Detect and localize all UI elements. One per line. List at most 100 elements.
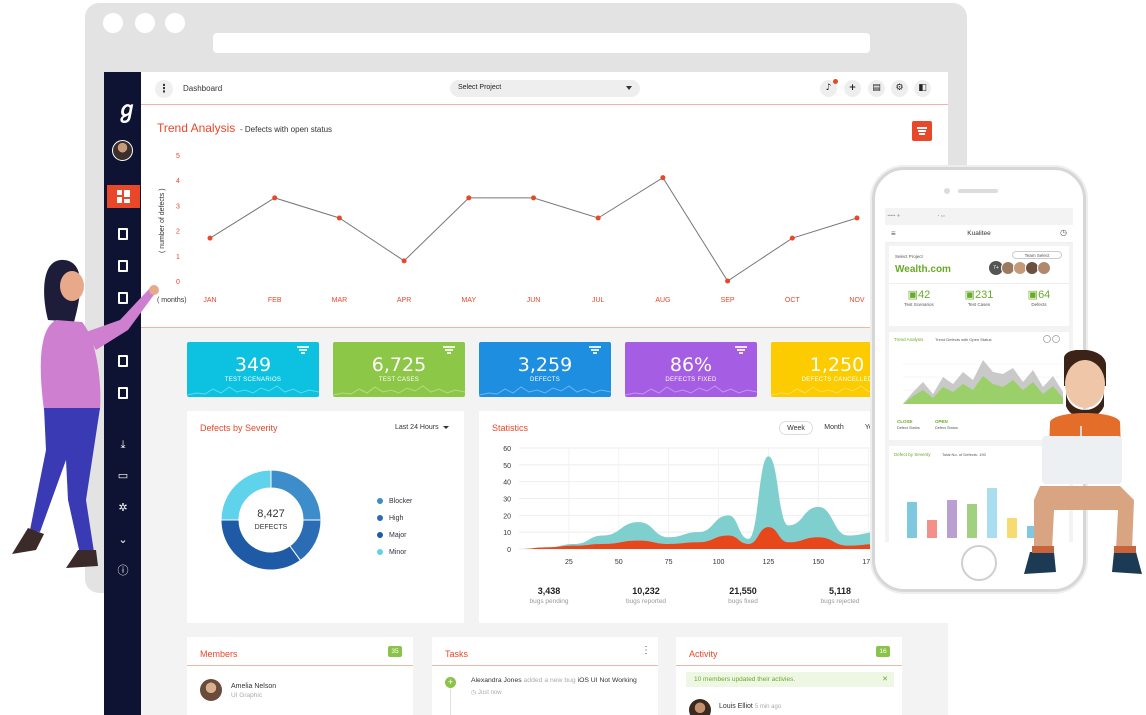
y-tick-label: 50	[503, 463, 511, 470]
stat-value: 349	[234, 354, 272, 376]
trend-point[interactable]	[854, 215, 860, 221]
legend-item[interactable]: Minor	[377, 549, 407, 556]
y-tick-label: 40	[503, 480, 511, 487]
add-task-icon[interactable]: +	[445, 677, 456, 688]
stat-label: DEFECTS	[529, 377, 561, 383]
trend-point[interactable]	[272, 195, 278, 201]
trend-point[interactable]	[336, 215, 342, 221]
window-dot	[135, 13, 155, 33]
chevron-down-icon	[626, 86, 632, 90]
area-series	[519, 527, 948, 549]
filter-button[interactable]	[912, 121, 932, 141]
activity-notice: 10 members updated their activies. ✕	[686, 672, 894, 687]
severity-panel: Defects by Severity Last 24 Hours 8,427 …	[187, 411, 464, 623]
team-more-badge: 7+	[989, 261, 1003, 275]
legend-item[interactable]: Major	[377, 532, 407, 539]
close-icon[interactable]: ✕	[882, 676, 888, 683]
phone-kpi[interactable]: ▣42 Test Scenarios	[904, 289, 934, 307]
trend-point[interactable]	[789, 235, 795, 241]
member-role: UI Graphic	[231, 692, 263, 699]
phone-kpi[interactable]: ▣64 Defects	[1027, 289, 1051, 307]
more-icon[interactable]: ⋮	[641, 645, 651, 656]
clipboard-icon[interactable]	[116, 227, 130, 241]
statistics-panel: Statistics Week Month Year 6050403020100…	[479, 411, 948, 623]
logo-icon[interactable]: ℊ	[116, 98, 139, 123]
phone-close-label: CLOSE	[897, 419, 913, 424]
range-select[interactable]: Last 24 Hours	[395, 424, 449, 431]
filter-icon[interactable]	[589, 346, 601, 355]
avatar[interactable]	[200, 679, 222, 701]
report-icon[interactable]	[116, 354, 130, 368]
bug-stat: 5,118 bugs rejected	[820, 586, 860, 605]
document-icon[interactable]: ▤	[868, 80, 885, 97]
menu-icon[interactable]: ⋮	[155, 80, 173, 98]
sidebar: ℊ ⤓ ▭ ✲ ⌄ ⓘ	[104, 72, 141, 715]
document-settings-icon[interactable]	[116, 386, 130, 400]
avatar[interactable]	[689, 699, 711, 715]
import-icon[interactable]: ⤓	[120, 438, 126, 451]
x-tick-label: 75	[665, 559, 673, 566]
stat-card[interactable]: 349 TEST SCENARIOS	[187, 342, 319, 397]
filter-icon[interactable]	[443, 346, 455, 355]
stat-card[interactable]: 86% DEFECTS FIXED	[625, 342, 757, 397]
checklist-icon[interactable]	[116, 291, 130, 305]
trend-point[interactable]	[725, 278, 731, 284]
project-select[interactable]: Select Project	[450, 80, 640, 97]
trend-point[interactable]	[660, 175, 666, 181]
info-icon[interactable]: ⓘ	[117, 564, 129, 577]
home-button[interactable]	[961, 545, 997, 581]
x-tick-label: 25	[565, 559, 573, 566]
stat-value: 86%	[669, 354, 713, 376]
address-bar[interactable]	[213, 33, 870, 53]
statistics-title: Statistics	[492, 423, 529, 433]
test-case-icon[interactable]	[116, 259, 130, 273]
sidebar-item-dashboard[interactable]	[107, 185, 140, 208]
panel-toggle-icon[interactable]: ◧	[914, 80, 931, 97]
y-tick-label: 3	[176, 203, 180, 210]
add-icon[interactable]: +	[844, 80, 861, 97]
dashboard-app: ℊ ⤓ ▭ ✲ ⌄ ⓘ ⋮ Dashboard Select Project ♪…	[104, 72, 948, 715]
trend-point[interactable]	[401, 258, 407, 264]
task-entry[interactable]: Alexandra Jones added a new bug iOS UI N…	[471, 677, 637, 684]
sparkline	[479, 385, 611, 396]
filter-icon[interactable]	[735, 346, 747, 355]
member-name[interactable]: Amelia Nelson	[231, 683, 277, 690]
legend-item[interactable]: Blocker	[377, 498, 412, 505]
y-tick-label: 20	[503, 513, 511, 520]
activity-name[interactable]: Louis Elliot 5 min ago	[719, 703, 782, 710]
trend-subtitle: - Defects with open status	[240, 125, 333, 134]
trend-point[interactable]	[595, 215, 601, 221]
trend-point[interactable]	[531, 195, 536, 201]
hamburger-icon[interactable]: ≡	[891, 229, 896, 238]
trend-point[interactable]	[466, 195, 472, 201]
area-series	[519, 456, 948, 549]
x-tick-label: JUN	[527, 297, 541, 304]
legend-item[interactable]: High	[377, 515, 403, 522]
window-dot	[165, 13, 185, 33]
inbox-icon[interactable]: ▭	[117, 469, 129, 482]
phone-project-name[interactable]: Wealth.com	[895, 264, 951, 275]
members-panel: Members 35 Amelia Nelson UI Graphic	[187, 637, 413, 715]
phone-kpi[interactable]: ▣231 Test Cases	[964, 289, 994, 307]
members-title: Members	[200, 649, 238, 659]
chevron-down-icon[interactable]: ⌄	[118, 533, 128, 546]
gear-icon[interactable]: ⚙	[891, 80, 908, 97]
bug-stat: 21,550 bugs fixed	[728, 586, 758, 605]
x-tick-label: 125	[763, 559, 775, 566]
tab-month[interactable]: Month	[824, 424, 844, 431]
stat-card[interactable]: 6,725 TEST CASES	[333, 342, 465, 397]
avatar[interactable]	[112, 140, 133, 161]
clock-icon[interactable]: ◷	[1060, 228, 1067, 237]
stat-card[interactable]: 3,259 DEFECTS	[479, 342, 611, 397]
donut-slice[interactable]	[220, 469, 272, 521]
filter-icon[interactable]	[297, 346, 309, 355]
bug-icon[interactable]: ✲	[118, 501, 128, 514]
activity-panel: Activity 16 10 members updated their act…	[676, 637, 902, 715]
trend-point[interactable]	[207, 235, 213, 241]
stat-value: 1,250	[809, 354, 865, 376]
severity-title: Defects by Severity	[200, 423, 278, 433]
stat-label: DEFECTS CANCELLED	[801, 377, 873, 383]
team-select[interactable]: Team Select	[1012, 251, 1062, 259]
bell-icon[interactable]: ♪	[820, 79, 838, 97]
tab-week[interactable]: Week	[779, 421, 813, 435]
